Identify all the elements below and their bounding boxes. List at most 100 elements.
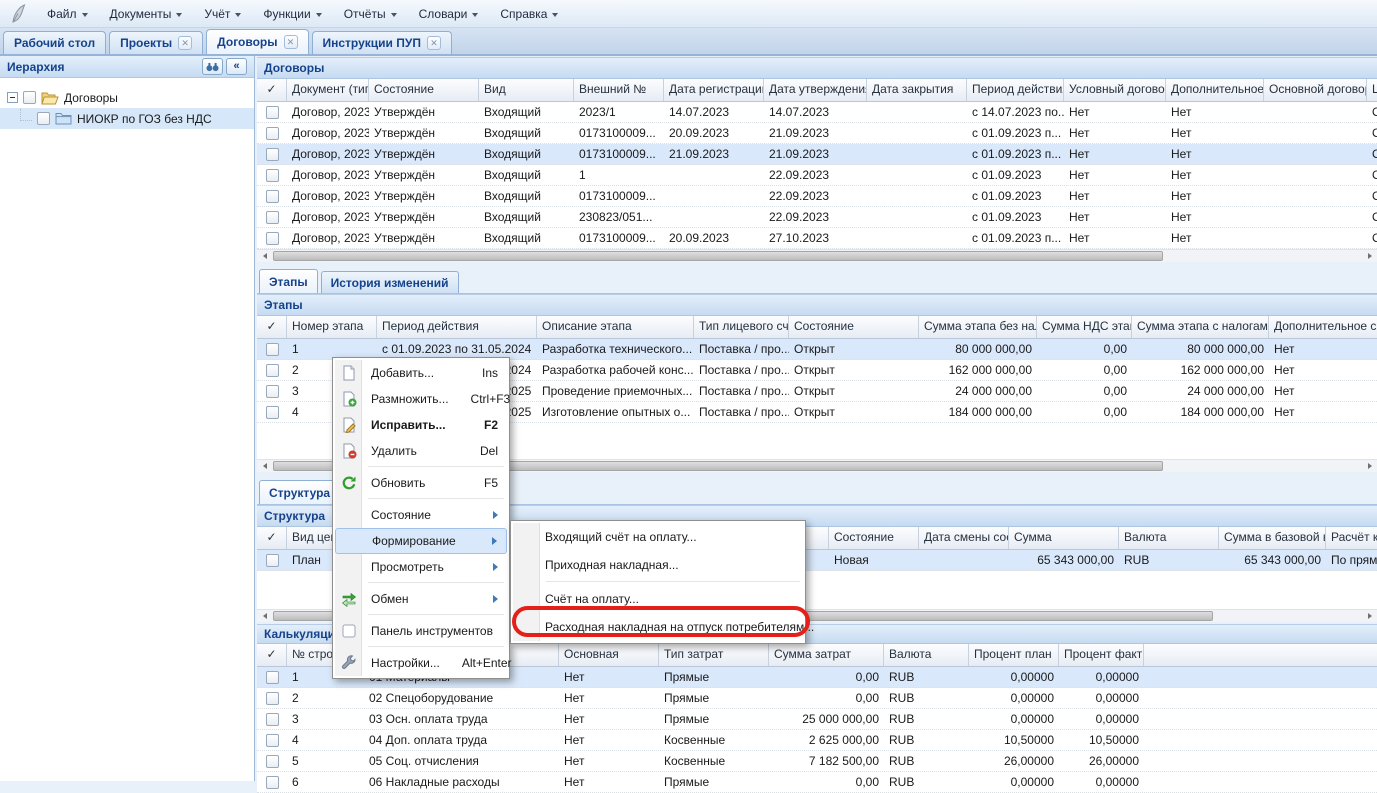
menu-item[interactable]: Расходная накладная на отпуск потребител… — [513, 613, 814, 641]
scroll-left-button[interactable] — [257, 250, 272, 262]
column-header[interactable]: Процент план — [969, 644, 1059, 666]
scroll-left-button[interactable] — [257, 460, 272, 472]
table-row[interactable]: 4 04 Доп. оплата труда Нет Косвенные 2 625 0… — [257, 730, 1377, 751]
table-row[interactable]: 1 с 01.09.2023 по 31.05.2024 Разработка те… — [257, 339, 1377, 360]
column-header[interactable]: Сумма этапа без налогов — [919, 316, 1037, 338]
column-header[interactable]: Валюта — [1119, 527, 1219, 549]
tree-node[interactable]: Договоры — [0, 87, 254, 108]
select-all-header[interactable]: ✓ — [257, 527, 287, 549]
column-header[interactable]: Дополнительное с — [1269, 316, 1377, 338]
tree-expander-icon[interactable] — [7, 92, 18, 103]
column-header[interactable]: Внешний № — [574, 79, 664, 101]
menu-item[interactable]: Приходная накладная... — [513, 551, 803, 579]
tree-checkbox[interactable] — [37, 112, 50, 125]
column-header[interactable]: Тип затрат — [659, 644, 769, 666]
scrollbar-thumb[interactable] — [273, 461, 1163, 471]
select-all-header[interactable]: ✓ — [257, 316, 287, 338]
column-header[interactable] — [389, 527, 829, 549]
menubar-item-отчёты[interactable]: Отчёты — [333, 3, 408, 25]
scroll-right-button[interactable] — [1362, 610, 1377, 622]
main-tab[interactable]: Договоры ✕ — [206, 29, 309, 54]
row-checkbox[interactable] — [265, 712, 279, 726]
scroll-left-button[interactable] — [257, 610, 272, 622]
row-checkbox[interactable] — [265, 553, 279, 567]
column-header[interactable]: Период действия — [377, 316, 537, 338]
row-checkbox[interactable] — [265, 691, 279, 705]
column-header[interactable]: Основная — [559, 644, 659, 666]
row-checkbox[interactable] — [265, 147, 279, 161]
table-row[interactable]: Договор, 2023/... Утверждён Входящий 017310… — [257, 228, 1377, 249]
tree-node[interactable]: НИОКР по ГОЗ без НДС — [0, 108, 254, 129]
table-row[interactable]: 6 06 Накладные расходы Нет Прямые 0,00 RUB 0,0… — [257, 772, 1377, 793]
stages-horizontal-scrollbar[interactable] — [257, 459, 1377, 472]
column-header[interactable]: Вид — [479, 79, 574, 101]
row-checkbox[interactable] — [265, 363, 279, 377]
column-header[interactable]: Состояние — [789, 316, 919, 338]
column-header[interactable]: Дата смены состоя — [919, 527, 1009, 549]
menubar-item-документы[interactable]: Документы — [99, 3, 194, 25]
tab-close-icon[interactable]: ✕ — [426, 36, 441, 50]
row-checkbox[interactable] — [265, 210, 279, 224]
row-checkbox[interactable] — [265, 231, 279, 245]
select-all-header[interactable]: ✓ — [257, 79, 287, 101]
menu-item[interactable]: Удалить Del — [335, 438, 507, 464]
column-header[interactable]: Условный договор — [1064, 79, 1166, 101]
menu-item[interactable]: Просмотреть — [335, 554, 507, 580]
menubar-item-учёт[interactable]: Учёт — [193, 3, 252, 25]
table-row[interactable]: Договор, 2023/... Утверждён Входящий 2023/1… — [257, 102, 1377, 123]
column-header[interactable]: Состояние — [829, 527, 919, 549]
row-checkbox[interactable] — [265, 384, 279, 398]
main-tab[interactable]: Рабочий стол — [3, 31, 107, 54]
menu-item[interactable]: Входящий счёт на оплату... — [513, 523, 803, 551]
row-checkbox[interactable] — [265, 754, 279, 768]
tab-close-icon[interactable]: ✕ — [283, 35, 298, 49]
scroll-right-button[interactable] — [1362, 250, 1377, 262]
contracts-horizontal-scrollbar[interactable] — [257, 249, 1377, 262]
column-header[interactable]: Дата утверждения — [764, 79, 867, 101]
column-header[interactable]: Дата регистрации. — [664, 79, 764, 101]
row-checkbox[interactable] — [265, 105, 279, 119]
table-row[interactable]: Договор, 2023/... Утверждён Входящий 017310… — [257, 144, 1377, 165]
menu-item[interactable]: Настройки... Alt+Enter — [335, 650, 512, 676]
scroll-right-button[interactable] — [1362, 460, 1377, 472]
menu-item[interactable]: Добавить... Ins — [335, 360, 507, 386]
menu-item[interactable]: Формирование — [335, 528, 507, 554]
menu-item[interactable]: Счёт на оплату... — [513, 585, 803, 613]
column-header[interactable]: Сумма затрат — [769, 644, 884, 666]
collapse-panel-button[interactable]: « — [226, 58, 247, 75]
column-header[interactable]: Документ (тип, № — [287, 79, 369, 101]
column-header[interactable]: Период действия.. — [967, 79, 1064, 101]
column-header[interactable]: Описание этапа — [537, 316, 694, 338]
row-checkbox[interactable] — [265, 342, 279, 356]
column-header[interactable]: Сумма этапа с налогами — [1132, 316, 1269, 338]
scrollbar-thumb[interactable] — [273, 251, 1163, 261]
column-header[interactable]: Сумма в базовой в — [1219, 527, 1326, 549]
tab-structure[interactable]: Структура — [259, 480, 341, 504]
menubar-item-справка[interactable]: Справка — [489, 3, 569, 25]
menubar-item-словари[interactable]: Словари — [408, 3, 490, 25]
tree-checkbox[interactable] — [23, 91, 36, 104]
column-header[interactable] — [364, 644, 559, 666]
table-row[interactable]: Договор, 2023/... Утверждён Входящий 1 22.09… — [257, 165, 1377, 186]
column-header[interactable] — [1144, 644, 1377, 666]
column-header[interactable]: Дата закрытия — [867, 79, 967, 101]
column-header[interactable]: Валюта — [884, 644, 969, 666]
column-header[interactable]: Ц — [1367, 79, 1377, 101]
row-checkbox[interactable] — [265, 775, 279, 789]
column-header[interactable]: Процент факт — [1059, 644, 1144, 666]
menubar-item-файл[interactable]: Файл — [36, 3, 99, 25]
row-checkbox[interactable] — [265, 189, 279, 203]
table-row[interactable]: Договор, 2023/... Утверждён Входящий 017310… — [257, 123, 1377, 144]
row-checkbox[interactable] — [265, 126, 279, 140]
tab-close-icon[interactable]: ✕ — [178, 36, 193, 50]
column-header[interactable]: Номер этапа — [287, 316, 377, 338]
table-row[interactable]: 2 02 Спецоборудование Нет Прямые 0,00 RUB 0,00… — [257, 688, 1377, 709]
table-row[interactable]: 101 МатериалыНетПрямые0,00RUB0,000000,00… — [257, 667, 1377, 688]
tab-change-history[interactable]: История изменений — [320, 271, 459, 293]
search-binoculars-button[interactable] — [202, 58, 223, 75]
row-checkbox[interactable] — [265, 405, 279, 419]
row-checkbox[interactable] — [265, 168, 279, 182]
table-row[interactable]: 5 05 Соц. отчисления Нет Косвенные 7 182 500… — [257, 751, 1377, 772]
column-header[interactable]: Состояние — [369, 79, 479, 101]
select-all-header[interactable]: ✓ — [257, 644, 287, 666]
